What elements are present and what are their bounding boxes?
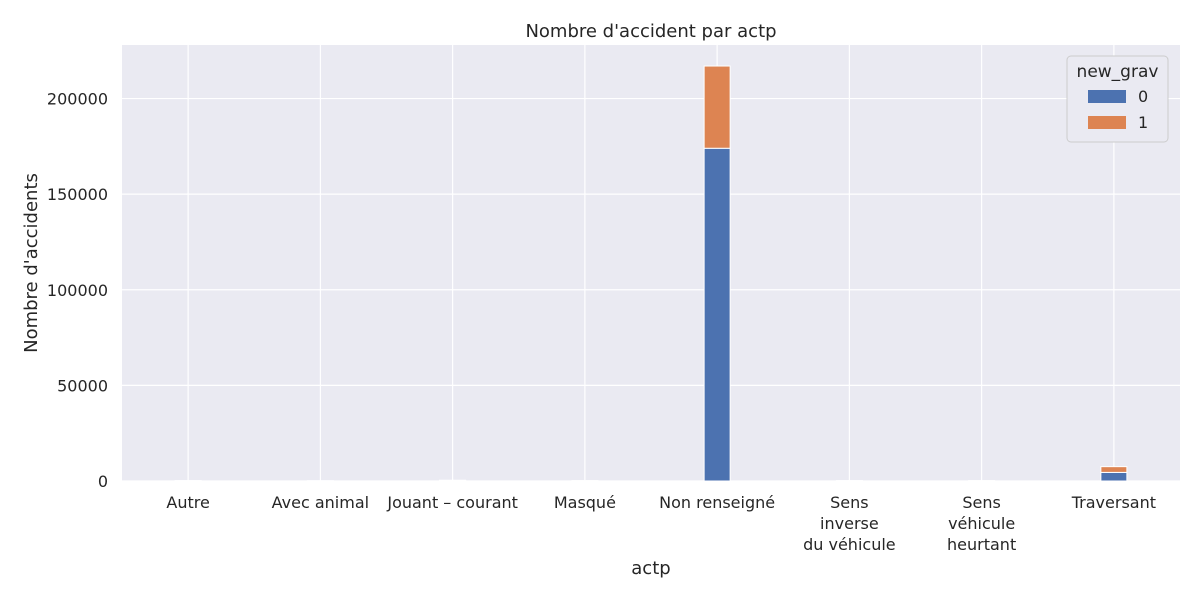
plot-background (122, 45, 1180, 481)
bar-series-1-4 (703, 65, 731, 149)
x-tick-labels: Autre Avec animal Jouant – courant Masqué No… (166, 493, 1156, 554)
bars (174, 65, 1128, 482)
x-tick-label: Masqué (554, 493, 616, 512)
bar-series-1-7 (1100, 466, 1128, 473)
y-tick-labels: 0 50000 100000 150000 200000 (47, 90, 108, 491)
legend-swatch-0 (1088, 90, 1126, 103)
bar-series-0-4 (703, 147, 731, 482)
y-tick-label: 100000 (47, 281, 108, 300)
bar-series-0-7 (1100, 471, 1128, 482)
grid-lines (122, 45, 1180, 482)
x-tick-label: Sens inverse du véhicule (803, 493, 896, 554)
legend-items: 01 (1088, 87, 1148, 132)
y-tick-label: 150000 (47, 185, 108, 204)
legend-label-0: 0 (1138, 87, 1148, 106)
y-tick-label: 50000 (57, 376, 108, 395)
y-tick-label: 200000 (47, 90, 108, 109)
legend-swatch-1 (1088, 116, 1126, 129)
legend-label-1: 1 (1138, 113, 1148, 132)
x-axis-title: actp (631, 558, 670, 579)
legend-title: new_grav (1077, 62, 1159, 82)
chart-title: Nombre d'accident par actp (525, 21, 776, 42)
x-tick-label: Sens véhicule heurtant (947, 493, 1016, 554)
x-tick-label: Traversant (1071, 493, 1156, 512)
x-tick-label: Avec animal (272, 493, 369, 512)
x-tick-label: Autre (166, 493, 209, 512)
legend: new_grav 01 (1066, 55, 1169, 143)
x-tick-label: Non renseigné (659, 493, 775, 512)
y-tick-label: 0 (98, 472, 108, 491)
y-axis-title: Nombre d'accidents (21, 173, 42, 353)
x-tick-label: Jouant – courant (386, 493, 518, 512)
